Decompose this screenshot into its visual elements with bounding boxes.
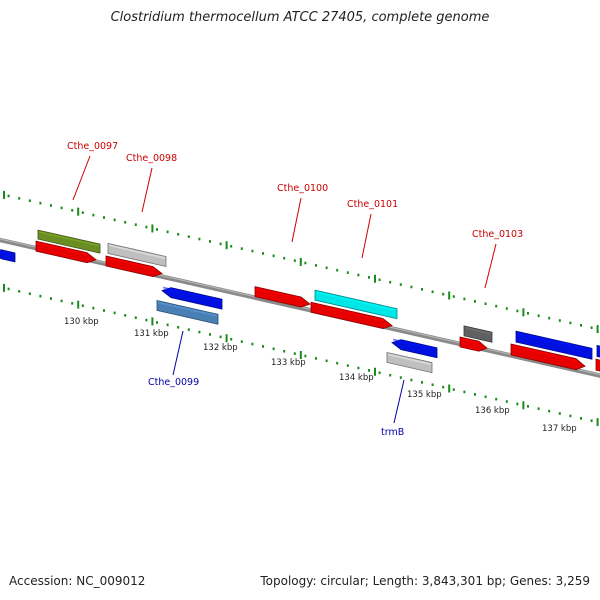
scale-label: 131 kbp [134,329,169,339]
cthe-0099-cog-steelblue-shine [158,301,217,317]
cthe-0099-cds-shine [163,286,221,302]
gene-leader-line [393,379,405,424]
cthe-0097-cds-shine [37,242,87,256]
gene-label: Cthe_0100 [277,183,328,194]
gene-leader-line [484,243,497,289]
cthe-0103-cds-shine [461,337,479,344]
cthe-0097-cog-olive-shine [39,231,99,247]
gene-label: Cthe_0101 [347,199,398,210]
gene-leader-line [72,155,91,201]
scale-label: 136 kbp [475,406,510,416]
gene-label: Cthe_0097 [67,141,118,152]
gene-label: trmB [381,427,404,438]
scale-label: 135 kbp [407,390,442,400]
gene-leader-line [361,213,372,259]
trmb-cds-shine [393,338,436,351]
cthe-0098-cds-shine [107,256,153,270]
partial-blue-left-shine [0,250,14,256]
gene-label: Cthe_0099 [148,377,199,388]
trmb-cog-grey-shine [388,353,431,366]
cthe-0103-cog-darkgrey-shine [465,326,491,335]
scale-label: 134 kbp [339,373,374,383]
scale-label: 133 kbp [271,358,306,368]
scale-label: 132 kbp [203,343,238,353]
red-gene-right-1-shine [512,344,576,362]
topology-text: Topology: circular; Length: 3,843,301 bp… [260,574,590,588]
cthe-0101-cds-shine [312,303,383,322]
partial-blue-left [0,249,16,263]
cthe-0101-cog-cyan-shine [316,291,396,312]
blue-gene-right-1-shine [517,332,591,352]
gene-leader-line [291,197,302,243]
accession-text: Accession: NC_009012 [9,574,146,588]
backbone-line [0,237,600,378]
gene-label: Cthe_0103 [472,229,523,240]
gene-leader-line [172,330,184,376]
map-title: Clostridium thermocellum ATCC 27405, com… [110,10,490,25]
red-gene-right-2-shine [597,360,600,363]
cthe-0098-cog-grey-shine [109,244,165,260]
scale-label: 137 kbp [542,424,577,434]
cthe-0100-cds-shine [256,287,301,300]
scale-label: 130 kbp [64,317,99,327]
gene-leader-line [141,167,153,213]
gene-label: Cthe_0098 [126,153,177,164]
